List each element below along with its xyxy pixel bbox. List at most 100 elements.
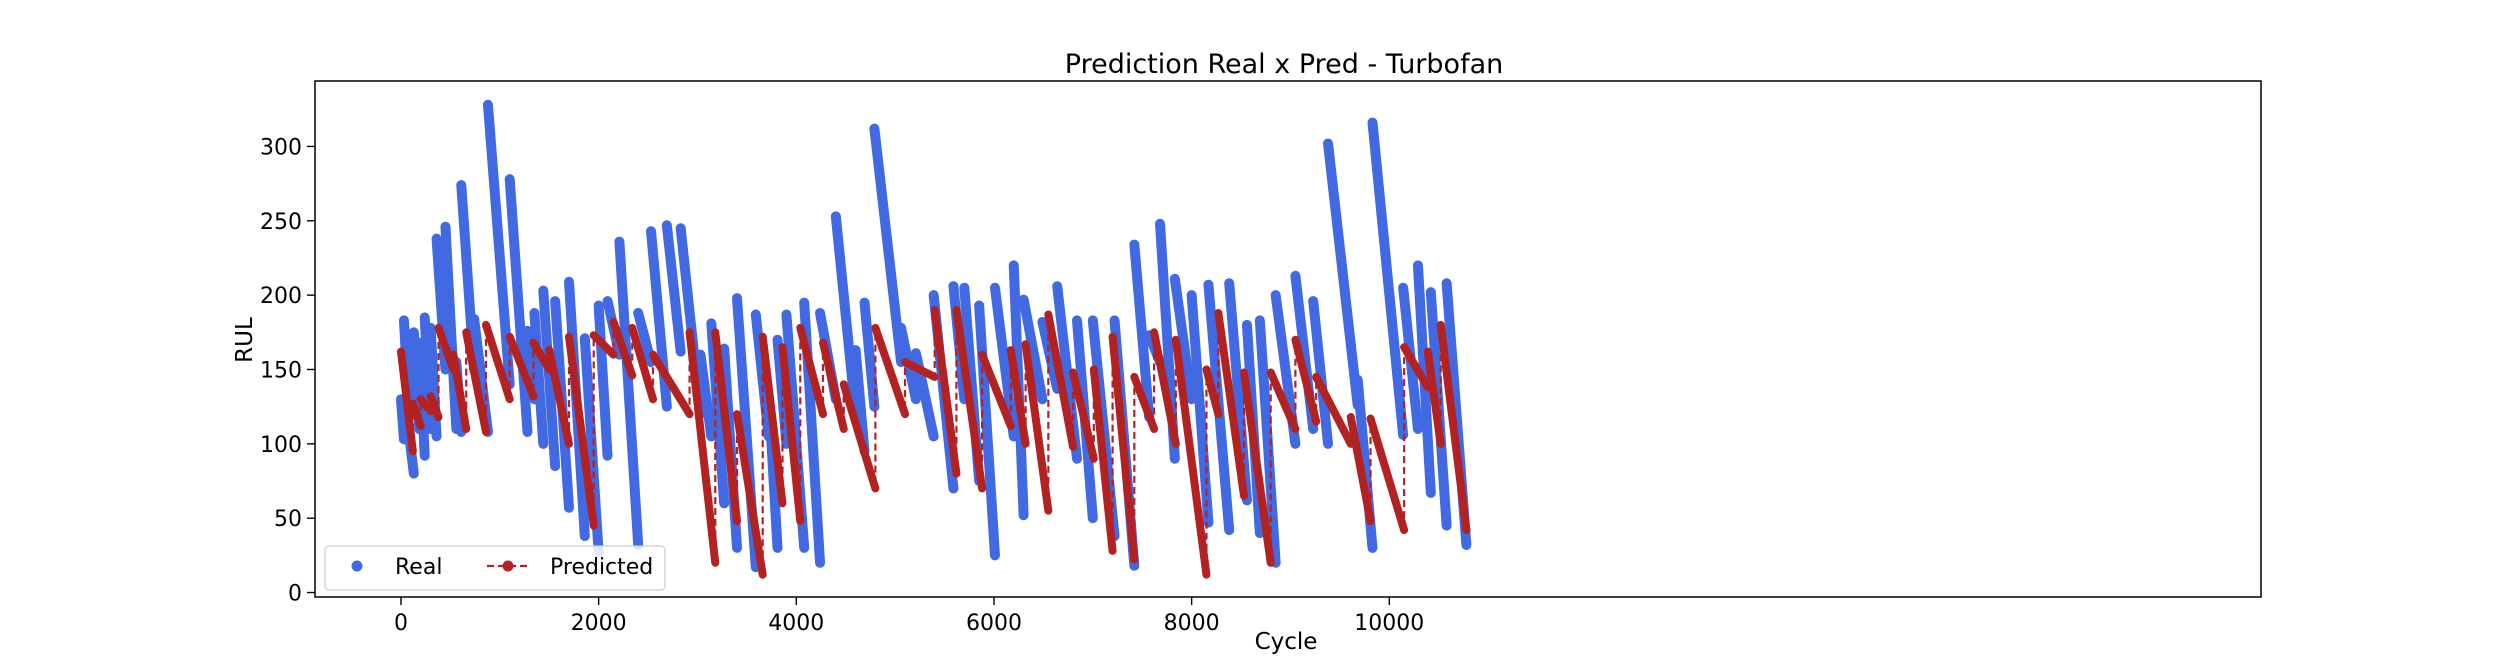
- series-real: [395, 99, 1472, 573]
- real-run-23: [614, 236, 644, 550]
- x-tick-label: 4000: [768, 611, 824, 636]
- predicted-run-47: [1400, 343, 1432, 392]
- predicted-run-35: [1108, 332, 1139, 564]
- predicted-run-18: [711, 328, 742, 526]
- x-axis: 0 2000 4000 6000 8000 10000: [394, 597, 1424, 636]
- predicted-run-9: [505, 332, 538, 401]
- x-tick-label: 2000: [571, 611, 627, 636]
- y-tick-label: 100: [260, 433, 302, 458]
- plot-frame: [314, 80, 2262, 598]
- predicted-run-21: [778, 343, 805, 526]
- predicted-run-25: [871, 323, 910, 419]
- predicted-run-22: [796, 323, 827, 419]
- real-run-60: [1186, 290, 1214, 528]
- real-run-50: [1018, 294, 1048, 405]
- real-run-59: [1169, 273, 1197, 405]
- predicted-run-17: [685, 328, 720, 567]
- x-tick-label: 0: [394, 611, 408, 636]
- predicted-run-38: [1171, 335, 1211, 579]
- real-run-14: [504, 174, 533, 437]
- real-run-64: [1254, 315, 1281, 568]
- x-tick-label: 8000: [1164, 611, 1220, 636]
- predicted-run-32: [1044, 310, 1078, 451]
- real-run-41: [869, 123, 907, 368]
- y-axis-label: RUL: [232, 317, 258, 363]
- series-predicted: [396, 306, 1471, 579]
- real-run-68: [1323, 138, 1363, 411]
- y-tick-label: 50: [274, 507, 302, 532]
- real-run-7: [425, 322, 442, 442]
- chart-title: Prediction Real x Pred - Turbofan: [1065, 49, 1503, 80]
- predicted-run-46: [1366, 414, 1409, 535]
- y-tick-label: 300: [260, 135, 302, 160]
- x-tick-label: 10000: [1354, 611, 1424, 636]
- predicted-run-37: [1150, 328, 1180, 448]
- predicted-run-30: [1006, 346, 1030, 448]
- real-run-16: [529, 307, 549, 449]
- real-run-51: [1037, 316, 1063, 394]
- predicted-run-39: [1202, 365, 1223, 419]
- real-run-17: [538, 285, 561, 472]
- predicted-run-15: [628, 323, 658, 404]
- predicted-run-13: [589, 331, 618, 359]
- real-run-21: [593, 300, 613, 461]
- legend-real-label: Real: [395, 555, 442, 580]
- predicted-run-24: [839, 380, 880, 493]
- x-tick-label: 6000: [966, 611, 1022, 636]
- legend-predicted-label: Predicted: [550, 555, 653, 580]
- predicted-run-44: [1312, 372, 1355, 448]
- x-axis-label: Cycle: [1255, 629, 1318, 655]
- predicted-run-19: [733, 410, 767, 579]
- real-run-67: [1308, 296, 1334, 449]
- y-axis: 0 50 100 150 200 250 300: [260, 135, 315, 607]
- predicted-run-27: [930, 306, 961, 478]
- predicted-run-16: [649, 350, 694, 419]
- predicted-run-26: [901, 358, 939, 381]
- predicted-run-45: [1346, 413, 1375, 526]
- real-run-40: [859, 297, 880, 412]
- predicted-run-8: [481, 320, 514, 404]
- predicted-run-12: [564, 332, 598, 530]
- predicted-run-4: [426, 392, 443, 422]
- y-tick-label: 200: [260, 284, 302, 309]
- predicted-run-11: [545, 346, 573, 448]
- predicted-run-34: [1089, 365, 1117, 555]
- predicted-run-42: [1266, 368, 1300, 433]
- legend: Real Predicted: [324, 545, 666, 591]
- predicted-run-1: [396, 347, 417, 456]
- legend-real-marker: [351, 560, 363, 572]
- predicted-run-7: [462, 328, 490, 436]
- predicted-run-43: [1291, 335, 1321, 426]
- predicted-run-49: [1436, 320, 1471, 535]
- predicted-run-31: [1021, 340, 1053, 515]
- predicted-run-28: [952, 306, 987, 493]
- real-run-38: [830, 211, 861, 420]
- y-tick-label: 0: [288, 582, 302, 607]
- predicted-run-36: [1130, 372, 1159, 433]
- real-run-26: [661, 220, 686, 357]
- y-tick-label: 150: [260, 358, 302, 383]
- predicted-run-10: [529, 338, 554, 374]
- real-run-70: [1367, 117, 1409, 440]
- predicted-run-48: [1423, 347, 1445, 448]
- predicted-run-40: [1214, 308, 1249, 500]
- predicted-run-14: [609, 317, 637, 380]
- predicted-run-3: [416, 395, 435, 416]
- predicted-run-41: [1240, 368, 1275, 567]
- real-run-24: [633, 307, 657, 368]
- real-run-28: [695, 349, 717, 442]
- y-tick-label: 250: [260, 210, 302, 235]
- real-run-29: [706, 318, 730, 509]
- predicted-run-20: [758, 332, 787, 508]
- legend-predicted-marker: [502, 560, 514, 572]
- predicted-run-33: [1069, 368, 1098, 463]
- predicted-run-29: [978, 350, 1015, 430]
- plot-area: [395, 99, 1472, 579]
- predicted-run-2: [408, 399, 425, 430]
- real-run-1: [395, 394, 409, 445]
- real-run-47: [974, 300, 1000, 561]
- legend-box: [324, 545, 666, 591]
- predicted-run-6: [449, 350, 471, 433]
- predicted-run-23: [818, 338, 848, 433]
